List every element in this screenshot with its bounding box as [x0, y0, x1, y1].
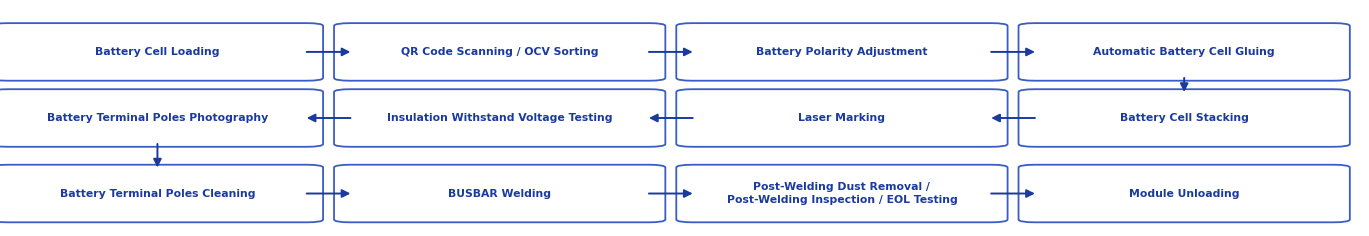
- Text: BUSBAR Welding: BUSBAR Welding: [448, 189, 552, 198]
- FancyBboxPatch shape: [1019, 23, 1350, 81]
- Text: Module Unloading: Module Unloading: [1129, 189, 1239, 198]
- FancyBboxPatch shape: [0, 23, 323, 81]
- FancyBboxPatch shape: [1019, 89, 1350, 147]
- Text: Battery Polarity Adjustment: Battery Polarity Adjustment: [756, 47, 928, 57]
- FancyBboxPatch shape: [1019, 165, 1350, 222]
- Text: Insulation Withstand Voltage Testing: Insulation Withstand Voltage Testing: [387, 113, 612, 123]
- FancyBboxPatch shape: [676, 165, 1008, 222]
- Text: Battery Cell Loading: Battery Cell Loading: [96, 47, 219, 57]
- Text: Automatic Battery Cell Gluing: Automatic Battery Cell Gluing: [1094, 47, 1275, 57]
- FancyBboxPatch shape: [0, 165, 323, 222]
- Text: Battery Terminal Poles Photography: Battery Terminal Poles Photography: [47, 113, 268, 123]
- Text: Post-Welding Dust Removal /
Post-Welding Inspection / EOL Testing: Post-Welding Dust Removal / Post-Welding…: [727, 182, 957, 205]
- FancyBboxPatch shape: [334, 165, 665, 222]
- FancyBboxPatch shape: [334, 23, 665, 81]
- Text: Battery Terminal Poles Cleaning: Battery Terminal Poles Cleaning: [60, 189, 255, 198]
- Text: Laser Marking: Laser Marking: [798, 113, 886, 123]
- FancyBboxPatch shape: [0, 89, 323, 147]
- FancyBboxPatch shape: [676, 89, 1008, 147]
- Text: Battery Cell Stacking: Battery Cell Stacking: [1120, 113, 1249, 123]
- FancyBboxPatch shape: [676, 23, 1008, 81]
- FancyBboxPatch shape: [334, 89, 665, 147]
- Text: QR Code Scanning / OCV Sorting: QR Code Scanning / OCV Sorting: [401, 47, 598, 57]
